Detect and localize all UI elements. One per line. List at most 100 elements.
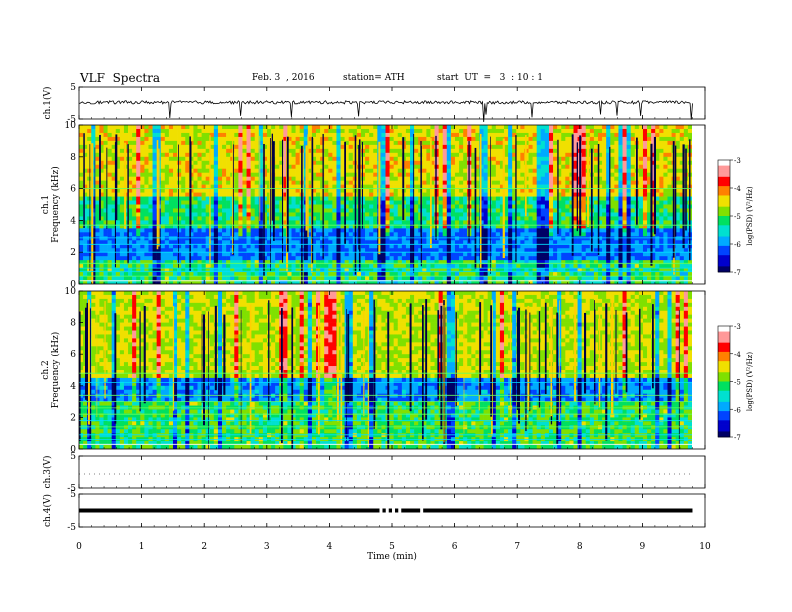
spectrogram-cell [410,132,415,138]
spectrogram-cell [536,224,542,229]
spectrogram-cell [389,232,394,237]
spectrogram-cell [205,224,211,229]
spectrogram-cell [561,160,566,166]
spectrogram-cell [266,164,272,170]
spectrogram-cell [483,168,488,173]
spectrogram-cell [553,160,558,166]
spectrogram-cell [115,184,121,189]
spectrogram-cell [307,240,313,245]
spectrogram-cell [217,188,223,193]
spectrogram-cell [164,208,170,213]
spectrogram-cell [311,196,317,201]
spectrogram-cell [185,208,190,213]
spectrogram-cell [238,244,243,249]
spectrogram-cell [401,224,407,229]
spectrogram-cell [442,148,448,154]
spectrogram-cell [279,204,284,209]
spectrogram-cell [426,220,431,225]
spectrogram-cell [344,216,350,221]
spectrogram-cell [487,196,493,201]
spectrogram-cell [99,216,104,221]
spectrogram-cell [213,128,219,134]
spectrogram-cell [442,136,448,142]
spectrogram-cell [569,172,574,177]
spectrogram-cell [565,176,570,181]
spectrogram-cell [528,220,533,225]
spectrogram-cell [140,256,145,261]
spectrogram-cell [418,208,423,213]
spectrogram-cell [181,268,186,273]
spectrogram-cell [454,140,460,146]
spectrogram-cell [577,244,582,249]
spectrogram-cell [422,244,427,249]
spectrogram-cell [422,204,427,209]
spectrogram-cell [446,224,452,229]
spectrogram-cell [222,125,227,130]
spectrogram-cell [275,140,280,146]
spectrogram-cell [438,148,444,154]
spectrogram-cell [123,136,129,142]
spectrogram-cell [177,188,182,193]
spectrogram-cell [172,240,178,245]
spectrogram-cell [512,236,517,241]
spectrogram-cell [275,152,280,158]
spectrogram-cell [136,252,141,257]
spectrogram-cell [434,180,439,185]
spectrogram-cell [401,256,407,261]
spectrogram-cell [475,236,480,241]
spectrogram-cell [369,260,374,265]
spectrogram-cell [177,196,182,201]
spectrogram-cell [328,240,333,245]
spectrogram-cell [544,180,550,185]
spectrogram-cell [99,140,104,146]
spectrogram-cell [172,152,178,158]
spectrogram-cell [557,248,562,253]
spectrogram-cell [152,152,157,158]
spectrogram-cell [111,228,117,233]
spectrogram-cell [287,224,292,229]
spectrogram-cell [454,244,460,249]
spectrogram-cell [320,276,325,281]
spectrogram-cell [83,280,88,284]
spectrogram-cell [144,232,149,237]
spectrogram-cell [438,160,444,166]
spectrogram-cell [540,176,546,181]
spectrogram-cell [222,132,227,138]
spectrogram-cell [91,204,96,209]
spectrogram-cell [446,152,452,158]
spectrogram-cell [442,152,448,158]
spectrogram-cell [136,260,141,265]
spectrogram-cell [516,152,521,158]
spectrogram-cell [508,268,513,273]
spectrogram-cell [475,224,480,229]
spectrogram-cell [459,264,464,269]
spectrogram-cell [508,252,513,257]
spectrogram-cell [565,152,570,158]
spectrogram-cell [238,248,243,253]
spectrogram-cell [172,212,178,217]
spectrogram-cell [91,144,96,150]
spectrogram-cell [83,148,88,154]
spectrogram-cell [250,276,256,281]
spectrogram-cell [238,156,243,162]
spectrogram-cell [585,132,591,138]
spectrogram-cell [348,184,354,189]
spectrogram-cell [365,264,370,269]
spectrogram-cell [283,272,288,277]
spectrogram-cell [548,208,554,213]
spectrogram-cell [569,232,574,237]
spectrogram-cell [295,168,300,173]
spectrogram-cell [177,156,182,162]
spectrogram-cell [336,248,341,253]
spectrogram-cell [504,176,509,181]
spectrogram-cell [360,240,366,245]
spectrogram-cell [471,248,476,253]
spectrogram-cell [185,136,190,142]
spectrogram-cell [405,148,411,154]
spectrogram-cell [422,208,427,213]
spectrogram-cell [405,224,411,229]
spectrogram-cell [418,144,423,150]
spectrogram-cell [95,192,100,197]
spectrogram-cell [95,148,100,154]
spectrogram-cell [152,256,157,261]
